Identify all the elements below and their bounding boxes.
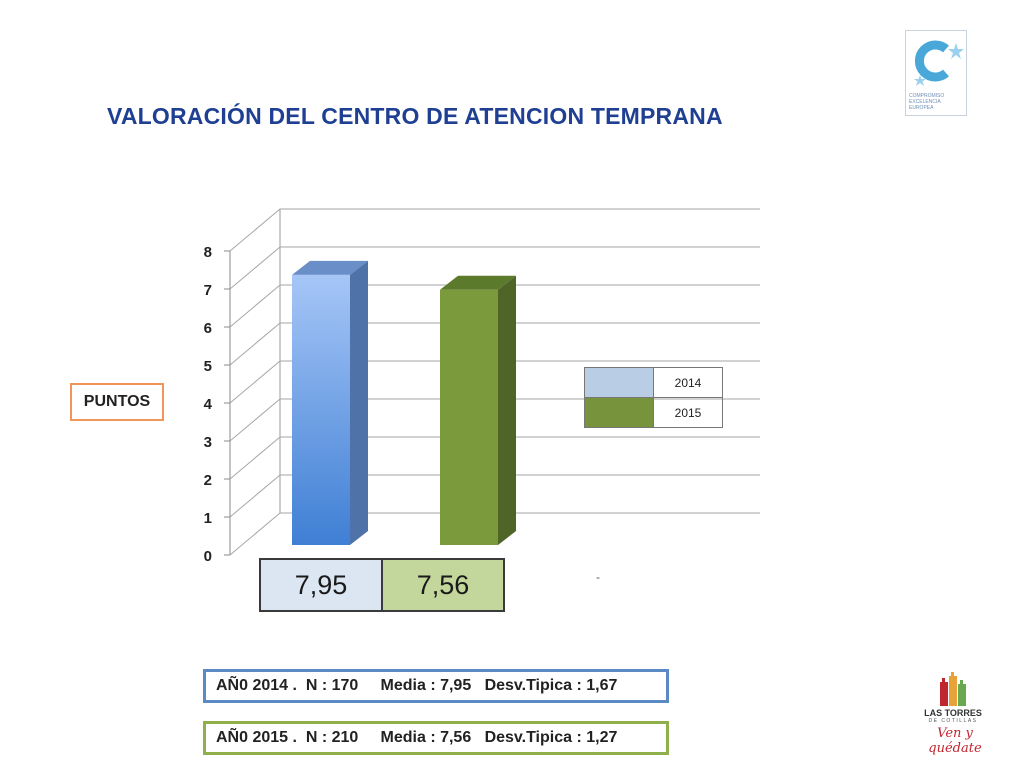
y-tick-label: 7 [204, 282, 212, 299]
gridline [229, 474, 760, 518]
gridline [229, 436, 760, 480]
towers-icon [940, 672, 966, 706]
y-tick-label: 6 [204, 320, 212, 337]
bar-2014 [292, 260, 368, 545]
bar-side-face [498, 275, 516, 545]
bar-front-face [440, 289, 498, 545]
legend-label-2014: 2014 [653, 367, 723, 398]
y-tick-label: 1 [204, 510, 212, 527]
bar-top-face [292, 260, 368, 275]
town-logo: LAS TORRES DE COTILLAS Ven y quédate [918, 672, 988, 756]
bar-front-face [292, 274, 350, 545]
gridline [229, 284, 760, 328]
town-name: LAS TORRES [924, 708, 982, 718]
y-tick-label: 2 [204, 472, 212, 489]
gridline [229, 208, 760, 252]
bar-side-face [350, 260, 368, 545]
gridline [229, 246, 760, 290]
excellence-logo-text: COMPROMISO EXCELENCIA EUROPEA [909, 93, 945, 111]
y-tick-label: 3 [204, 434, 212, 451]
legend-entry-2015: 2015 [584, 397, 723, 428]
dash-mark: - [596, 570, 600, 584]
chart-legend: 2014 2015 [584, 367, 723, 428]
page-title: VALORACIÓN DEL CENTRO DE ATENCION TEMPRA… [107, 103, 723, 129]
y-tick-label: 5 [204, 358, 212, 375]
town-slogan: Ven y quédate [928, 726, 982, 756]
gridline [229, 322, 760, 366]
values-table: 7,95 7,56 [259, 558, 505, 612]
stats-2014: AÑ0 2014 . N : 170 Media : 7,95 Desv.Tip… [203, 669, 669, 703]
c-star-logo-icon [914, 40, 964, 86]
value-cell-2014: 7,95 [259, 558, 383, 612]
value-cell-2015: 7,56 [381, 558, 505, 612]
legend-entry-2014: 2014 [584, 367, 723, 398]
bar-2015 [440, 275, 516, 545]
y-tick-label: 8 [204, 244, 212, 261]
gridline [229, 512, 760, 556]
excellence-logo: COMPROMISO EXCELENCIA EUROPEA [905, 30, 967, 116]
y-axis-label: PUNTOS [70, 383, 164, 421]
legend-swatch-2014 [584, 367, 654, 398]
legend-label-2015: 2015 [653, 397, 723, 428]
y-tick-label: 0 [204, 548, 212, 565]
bar-top-face [440, 275, 516, 290]
town-subname: DE COTILLAS [928, 718, 978, 724]
gridline [229, 360, 760, 404]
y-tick-label: 4 [204, 396, 213, 413]
legend-swatch-2015 [584, 397, 654, 428]
stats-2015: AÑ0 2015 . N : 210 Media : 7,56 Desv.Tip… [203, 721, 669, 755]
